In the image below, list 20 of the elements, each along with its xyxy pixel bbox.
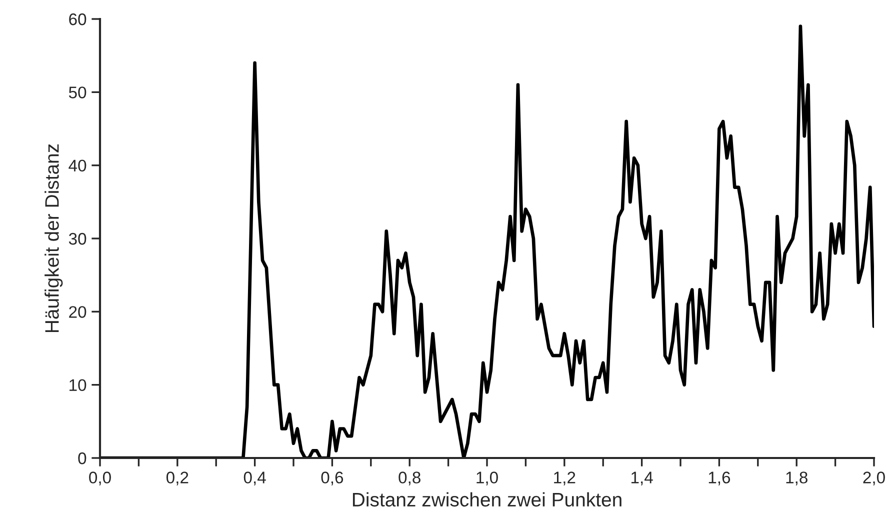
x-tick-label: 0,6 [321, 472, 344, 486]
x-tick-label: 1,0 [476, 472, 498, 486]
y-tick-label: 30 [68, 232, 86, 245]
x-tick-label: 0,4 [244, 472, 266, 486]
y-tick-label: 10 [70, 379, 86, 392]
x-tick-label: 1,6 [708, 472, 730, 486]
x-tick-label: 1,4 [631, 472, 653, 486]
x-tick-label: 1,8 [786, 472, 808, 486]
x-axis-title: Distanz zwischen zwei Punkten [352, 492, 622, 507]
x-tick-label: 1,2 [554, 472, 576, 486]
y-tick-label: 40 [68, 160, 86, 172]
y-axis-title: Häufigkeit der Distanz [44, 144, 63, 332]
y-tick-label: 60 [69, 13, 86, 26]
x-tick-label: 0,8 [398, 472, 420, 486]
y-tick-label: 50 [68, 86, 86, 98]
x-tick-label: 2,0 [863, 472, 885, 486]
y-tick-label: 0 [78, 452, 86, 464]
x-tick-label: 0,0 [89, 472, 111, 486]
y-tick-label: 20 [69, 306, 86, 318]
x-tick-label: 0,2 [166, 472, 188, 486]
